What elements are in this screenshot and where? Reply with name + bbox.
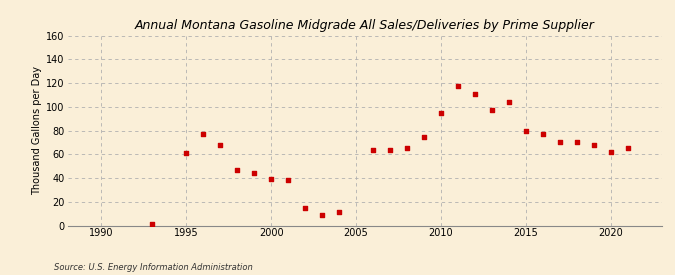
Point: [504, 100, 514, 104]
Point: [418, 134, 429, 139]
Point: [622, 146, 633, 151]
Point: [554, 140, 565, 145]
Point: [317, 213, 327, 217]
Point: [402, 146, 412, 151]
Point: [147, 222, 158, 227]
Y-axis label: Thousand Gallons per Day: Thousand Gallons per Day: [32, 66, 42, 195]
Point: [385, 147, 396, 152]
Point: [487, 108, 497, 113]
Point: [368, 147, 379, 152]
Point: [571, 140, 582, 145]
Text: Source: U.S. Energy Information Administration: Source: U.S. Energy Information Administ…: [54, 263, 252, 272]
Point: [215, 143, 225, 147]
Point: [249, 171, 260, 175]
Point: [452, 83, 463, 88]
Point: [181, 151, 192, 155]
Title: Annual Montana Gasoline Midgrade All Sales/Deliveries by Prime Supplier: Annual Montana Gasoline Midgrade All Sal…: [134, 19, 595, 32]
Point: [469, 92, 480, 96]
Point: [232, 167, 242, 172]
Point: [537, 132, 548, 136]
Point: [283, 178, 294, 183]
Point: [520, 128, 531, 133]
Point: [605, 150, 616, 154]
Point: [266, 177, 277, 182]
Point: [588, 143, 599, 147]
Point: [300, 205, 310, 210]
Point: [198, 132, 209, 136]
Point: [333, 210, 344, 215]
Point: [435, 111, 446, 115]
